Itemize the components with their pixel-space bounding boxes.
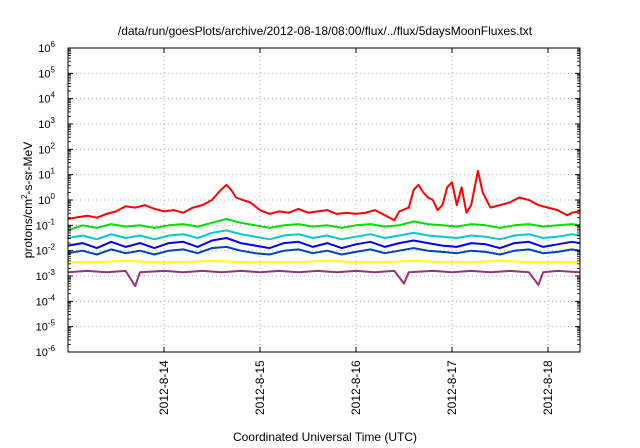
- y-tick-label-exp: 6: [51, 40, 56, 49]
- series-line-4: [67, 245, 580, 256]
- y-tick-label-exp: -6: [48, 344, 56, 353]
- x-tick-label: 2012-8-18: [541, 360, 555, 415]
- x-tick-label: 2012-8-16: [349, 360, 363, 415]
- series-line-5: [68, 259, 580, 264]
- y-tick-label-base: 10: [36, 246, 48, 258]
- x-tick-label: 2012-8-14: [157, 360, 171, 415]
- y-tick-label-exp: 2: [51, 141, 56, 150]
- y-axis-ticks: 10-610-510-410-310-210-11001011021031041…: [36, 40, 580, 359]
- y-tick-label: 10-4: [36, 293, 56, 308]
- y-tick-label: 100: [38, 192, 55, 207]
- y-tick-label-exp: -5: [48, 319, 56, 328]
- y-tick-label: 10-2: [36, 243, 56, 258]
- series-line-0: [67, 169, 580, 222]
- grid: [68, 48, 580, 352]
- series-line-2: [67, 229, 580, 241]
- series-line-6: [67, 269, 580, 288]
- y-tick-label: 102: [38, 141, 55, 156]
- y-axis-label: protons/cm2-s-sr-MeV: [20, 142, 35, 258]
- y-tick-label-exp: -2: [48, 243, 56, 252]
- y-tick-label-base: 10: [36, 220, 48, 232]
- y-tick-label: 10-5: [36, 319, 56, 334]
- y-tick-label-exp: -1: [48, 217, 56, 226]
- y-tick-label-base: 10: [38, 43, 50, 55]
- y-tick-label-exp: 5: [51, 65, 56, 74]
- y-tick-label: 10-6: [36, 344, 56, 359]
- y-tick-label: 10-1: [36, 217, 56, 232]
- y-tick-label: 101: [38, 167, 55, 182]
- y-tick-label-base: 10: [36, 322, 48, 334]
- y-tick-label-base: 10: [36, 347, 48, 359]
- y-tick-label-base: 10: [36, 296, 48, 308]
- y-axis-label-sup: 2: [20, 194, 29, 199]
- y-tick-label: 103: [38, 116, 55, 131]
- y-tick-label-base: 10: [36, 271, 48, 283]
- y-tick-label-base: 10: [38, 68, 50, 80]
- y-tick-label-base: 10: [38, 94, 50, 106]
- series-line-1: [67, 218, 580, 232]
- series-line-3: [67, 237, 580, 250]
- y-axis-label-post: -s-sr-MeV: [21, 142, 35, 195]
- series-layer: [67, 169, 580, 288]
- x-tick-label: 2012-8-15: [253, 360, 267, 415]
- y-tick-label-base: 10: [38, 144, 50, 156]
- y-tick-label-base: 10: [38, 170, 50, 182]
- y-tick-label-exp: 0: [51, 192, 56, 201]
- y-tick-label: 106: [38, 40, 55, 55]
- y-tick-label-exp: 1: [51, 167, 56, 176]
- y-tick-label: 105: [38, 65, 55, 80]
- x-axis-label: Coordinated Universal Time (UTC): [233, 430, 417, 444]
- x-axis-ticks: 2012-8-14 2012-8-15 2012-8-16 2012-8-17 2012…: [157, 48, 555, 415]
- y-tick-label-exp: 4: [51, 91, 56, 100]
- y-tick-label: 10-3: [36, 268, 56, 283]
- y-tick-label-exp: -3: [48, 268, 56, 277]
- y-tick-label: 104: [38, 91, 55, 106]
- chart-title: /data/run/goesPlots/archive/2012-08-18/0…: [118, 24, 533, 38]
- y-tick-label-exp: 3: [51, 116, 56, 125]
- y-tick-label-base: 10: [38, 195, 50, 207]
- y-tick-label-base: 10: [38, 119, 50, 131]
- x-tick-label: 2012-8-17: [445, 360, 459, 415]
- y-tick-label-exp: -4: [48, 293, 56, 302]
- y-axis-label-pre: protons/cm: [21, 199, 35, 258]
